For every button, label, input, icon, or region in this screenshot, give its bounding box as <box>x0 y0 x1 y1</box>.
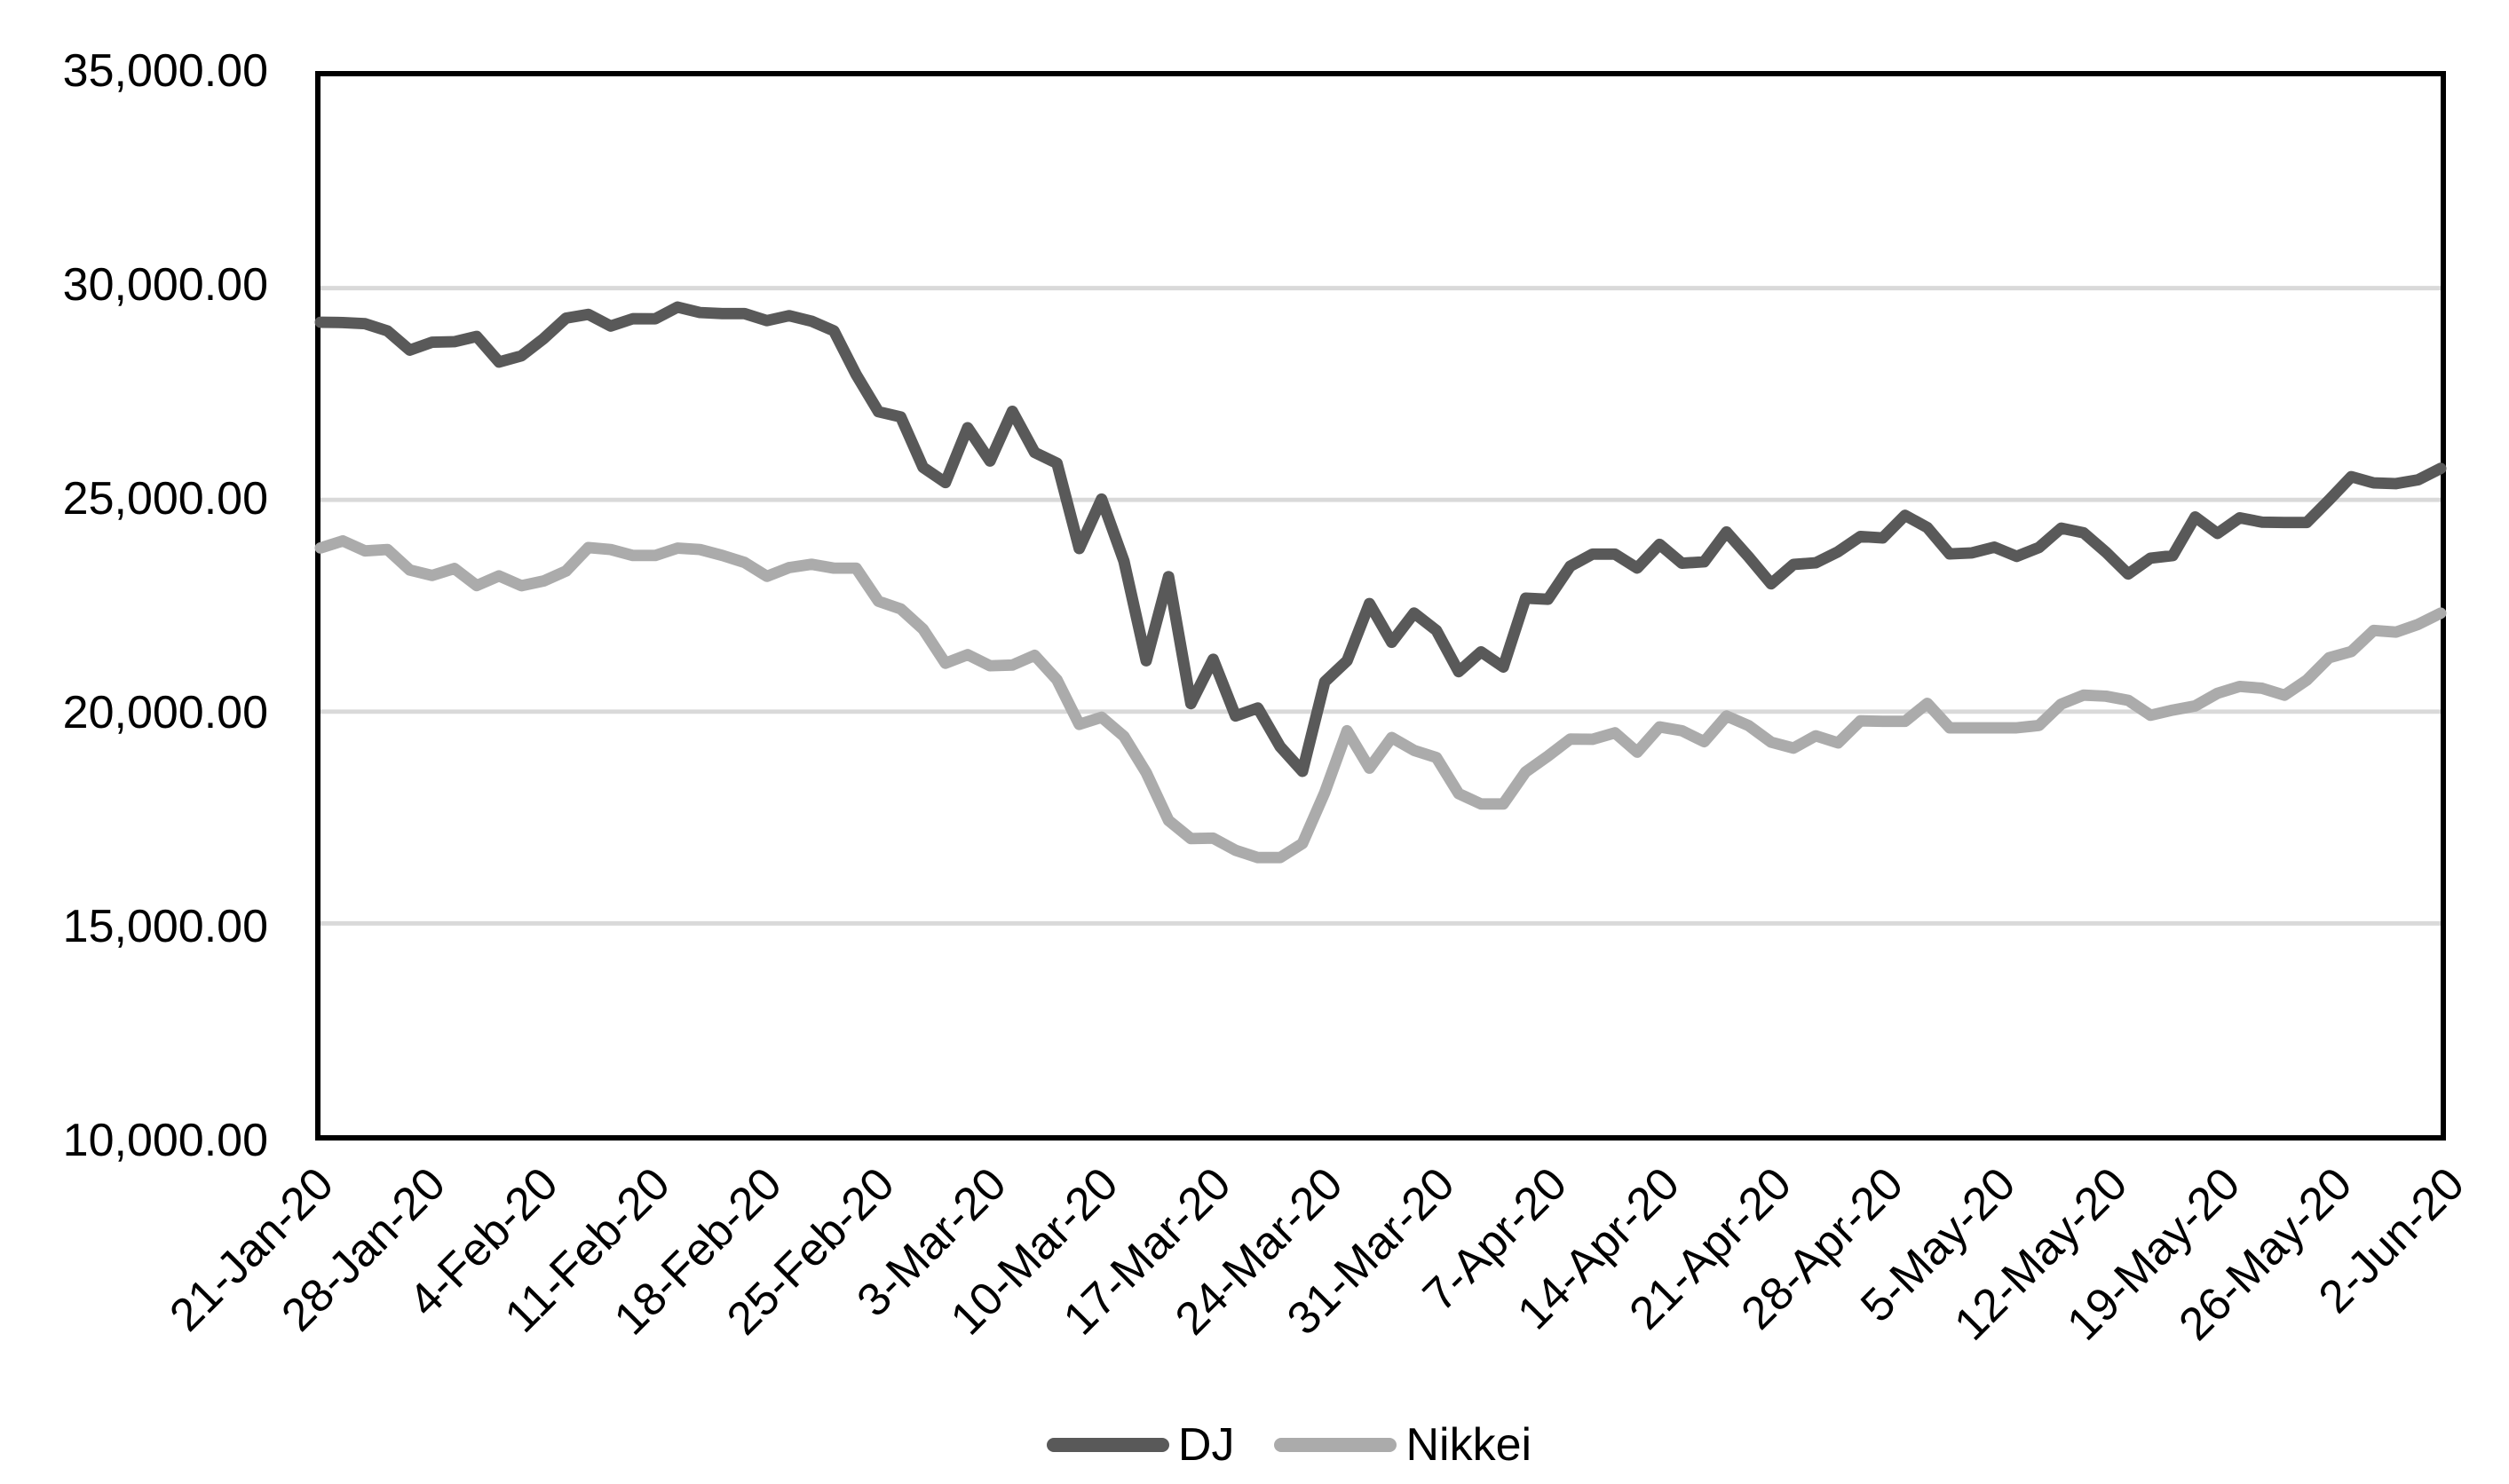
y-axis-label: 15,000.00 <box>62 901 268 952</box>
dj-legend-line <box>1046 1438 1169 1452</box>
plot-area <box>314 71 2447 1141</box>
nikkei-line <box>314 534 2447 864</box>
y-axis-label: 30,000.00 <box>62 259 268 311</box>
y-axis-label: 20,000.00 <box>62 687 268 738</box>
plot-svg <box>314 286 2447 926</box>
y-axis-label: 10,000.00 <box>62 1115 268 1166</box>
nikkei-legend-label: Nikkei <box>1405 1419 1532 1471</box>
legend-item-dj: DJ <box>1046 1418 1235 1472</box>
nikkei-legend-line <box>1274 1438 1397 1452</box>
dj-legend-label: DJ <box>1177 1419 1235 1471</box>
gridlines <box>321 286 2441 926</box>
y-axis-label: 25,000.00 <box>62 473 268 525</box>
legend: DJ Nikkei <box>35 1418 2509 1472</box>
y-axis-label: 35,000.00 <box>62 45 268 97</box>
legend-item-nikkei: Nikkei <box>1274 1418 1532 1472</box>
dj-line <box>314 301 2447 778</box>
